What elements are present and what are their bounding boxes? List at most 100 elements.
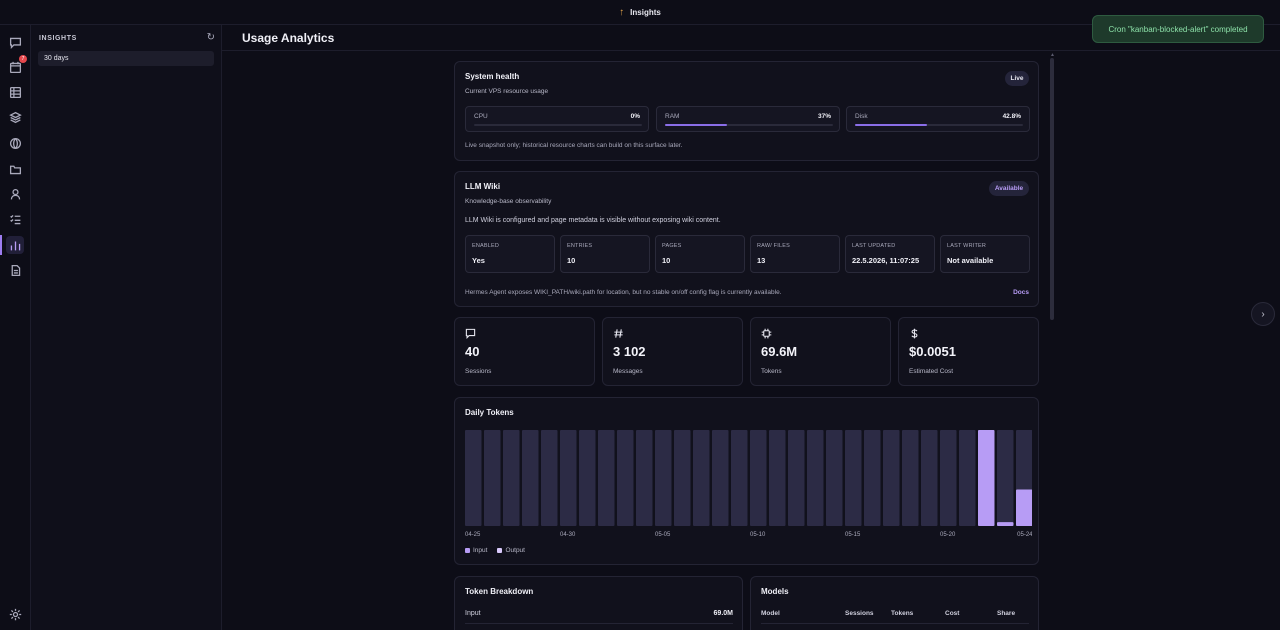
row-label: Input <box>465 610 481 617</box>
layers-icon[interactable] <box>6 108 24 126</box>
scroll-thumb[interactable] <box>1050 58 1054 320</box>
column-model[interactable]: Model <box>761 610 780 617</box>
stat-value: 10 <box>662 256 671 265</box>
panel-header: INSIGHTS ↻ <box>39 33 215 43</box>
settings-icon[interactable] <box>6 605 24 623</box>
bar-track <box>883 430 900 526</box>
stat-label: PAGES <box>662 243 682 249</box>
grid-icon[interactable] <box>6 83 24 101</box>
column-sessions[interactable]: Sessions <box>845 610 874 617</box>
wiki-stat-raw-files: RAW/ FILES 13 <box>750 235 840 273</box>
token-breakdown-card: Token Breakdown Input 69.0M <box>454 576 743 630</box>
bar-track <box>864 430 881 526</box>
main-header: Usage Analytics <box>222 25 1280 51</box>
chevron-right-icon[interactable]: › <box>1251 302 1275 326</box>
bar-track <box>503 430 520 526</box>
chart-title: Daily Tokens <box>465 408 514 417</box>
bar-track <box>750 430 767 526</box>
resource-fill <box>665 124 728 126</box>
range-30-days[interactable]: 30 days <box>38 51 214 66</box>
card-title: System health <box>465 72 520 81</box>
insights-panel: INSIGHTS ↻ 30 days <box>31 25 222 630</box>
wiki-stat-pages: PAGES 10 <box>655 235 745 273</box>
x-tick-label: 04-25 <box>465 532 481 538</box>
stat-label: LAST UPDATED <box>852 243 896 249</box>
bar-track <box>769 430 786 526</box>
legend-label: Input <box>473 547 488 554</box>
stat-value: Yes <box>472 256 485 265</box>
wiki-stat-entries: ENTRIES 10 <box>560 235 650 273</box>
system-health-card: System health Live Current VPS resource … <box>454 61 1039 161</box>
message-icon <box>465 328 476 339</box>
resource-value: 0% <box>630 113 640 120</box>
bar-track <box>826 430 843 526</box>
resource-name: Disk <box>855 113 868 120</box>
resource-cpu: CPU 0% <box>465 106 649 132</box>
document-icon[interactable] <box>6 261 24 279</box>
kpi-value: 69.6M <box>761 344 798 359</box>
stat-value: 10 <box>567 256 576 265</box>
bar-input[interactable] <box>978 430 995 526</box>
row-divider <box>761 623 1029 624</box>
resource-track <box>855 124 1023 126</box>
kpi-label: Sessions <box>465 368 492 375</box>
kpi-value: 3 102 <box>613 344 646 359</box>
scroll-up-icon[interactable]: ▲ <box>1050 52 1055 58</box>
legend-swatch <box>465 547 470 553</box>
resource-fill <box>855 124 927 126</box>
column-share[interactable]: Share <box>997 610 1016 617</box>
available-badge: Available <box>989 181 1029 196</box>
kpi-value: 40 <box>465 344 480 359</box>
globe-icon[interactable] <box>6 134 24 152</box>
bar-input[interactable] <box>1016 489 1032 526</box>
x-tick-label: 05-05 <box>655 532 671 538</box>
bar-track <box>598 430 615 526</box>
models-card: Models Model Sessions Tokens Cost Share <box>750 576 1039 630</box>
legend-swatch <box>497 547 503 553</box>
bar-track <box>636 430 653 526</box>
bar-track <box>902 430 919 526</box>
column-tokens[interactable]: Tokens <box>891 610 914 617</box>
toast-notification[interactable]: Cron "kanban-blocked-alert" completed <box>1092 15 1264 43</box>
stat-value: Not available <box>947 256 994 265</box>
icon-rail: 7 <box>0 25 31 630</box>
card-title: LLM Wiki <box>465 182 501 191</box>
bar-track <box>484 430 501 526</box>
calendar-icon[interactable]: 7 <box>6 55 27 76</box>
stat-label: LAST WRITER <box>947 243 987 249</box>
bar-track <box>579 430 596 526</box>
wiki-description: LLM Wiki is configured and page metadata… <box>465 217 721 224</box>
resource-track <box>665 124 833 126</box>
kpi-label: Tokens <box>761 368 782 375</box>
chart-legend: Input Output <box>465 547 525 554</box>
card-title: Token Breakdown <box>465 587 534 596</box>
chip-icon <box>761 328 772 339</box>
tasks-icon[interactable] <box>6 210 24 228</box>
column-cost[interactable]: Cost <box>945 610 960 617</box>
chat-icon[interactable] <box>6 33 24 51</box>
snapshot-note: Live snapshot only; historical resource … <box>465 142 683 149</box>
legend-item-output: Output <box>497 547 525 554</box>
card-subtitle: Knowledge-base observability <box>465 198 552 205</box>
bar-track <box>674 430 691 526</box>
folder-icon[interactable] <box>6 160 24 178</box>
bar-track <box>712 430 729 526</box>
bar-track <box>655 430 672 526</box>
refresh-icon[interactable]: ↻ <box>206 32 215 43</box>
bar-input[interactable] <box>997 522 1014 526</box>
scrollbar[interactable]: ▲ <box>1050 52 1055 630</box>
live-badge: Live <box>1005 71 1029 86</box>
resource-disk: Disk 42.8% <box>846 106 1030 132</box>
panel-label: INSIGHTS <box>39 34 77 42</box>
analytics-icon[interactable] <box>6 236 24 254</box>
user-icon[interactable] <box>6 185 24 203</box>
window-title: ↑ Insights <box>619 7 661 18</box>
docs-link[interactable]: Docs <box>1013 289 1029 296</box>
breakdown-row: Input 69.0M <box>465 610 733 617</box>
wiki-stat-last-updated: LAST UPDATED 22.5.2026, 11:07:25 <box>845 235 935 273</box>
bar-track <box>788 430 805 526</box>
dollar-icon <box>911 328 918 339</box>
bar-track <box>940 430 957 526</box>
llm-wiki-card: LLM Wiki Available Knowledge-base observ… <box>454 171 1039 307</box>
wiki-note: Hermes Agent exposes WIKI_PATH/wiki.path… <box>465 289 782 296</box>
